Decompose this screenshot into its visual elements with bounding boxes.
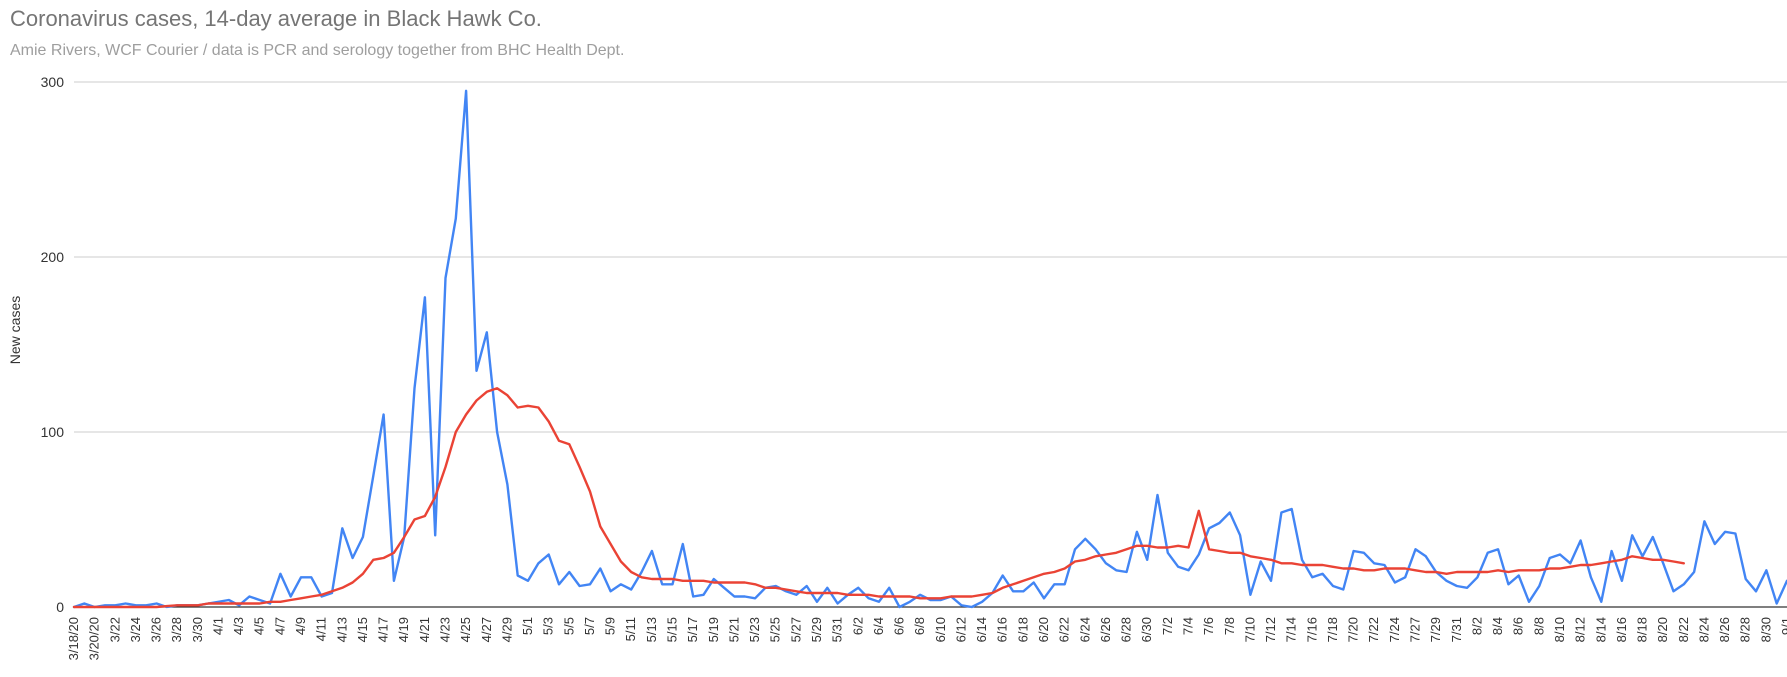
- x-tick-label: 3/24: [128, 617, 143, 642]
- x-tick-label: 6/10: [933, 617, 948, 642]
- x-tick-label: 4/25: [458, 617, 473, 642]
- x-tick-label: 6/4: [871, 617, 886, 635]
- x-tick-label: 6/20: [1036, 617, 1051, 642]
- x-ticks: 3/18/20 3/20/20 3/22 3/24 3/26 3/28 3/30 4/1 4/3…: [66, 617, 1787, 660]
- x-tick-label: 8/2: [1469, 617, 1484, 635]
- x-tick-label: 6/8: [912, 617, 927, 635]
- x-tick-label: 5/1: [520, 617, 535, 635]
- x-tick-label: 8/30: [1758, 617, 1773, 642]
- x-tick-label: 4/19: [396, 617, 411, 642]
- x-tick-label: 5/21: [726, 617, 741, 642]
- y-ticks: 0 100 200 300: [41, 74, 65, 615]
- x-tick-label: 6/22: [1057, 617, 1072, 642]
- chart-title: Coronavirus cases, 14-day average in Bla…: [10, 6, 542, 31]
- x-tick-label: 9/1: [1779, 617, 1787, 635]
- x-tick-label: 8/16: [1614, 617, 1629, 642]
- x-tick-label: 7/27: [1408, 617, 1423, 642]
- x-tick-label: 8/8: [1531, 617, 1546, 635]
- x-tick-label: 5/31: [830, 617, 845, 642]
- x-tick-label: 7/24: [1387, 617, 1402, 642]
- x-tick-label: 5/13: [644, 617, 659, 642]
- series-lines: [72, 89, 1787, 609]
- x-tick-label: 5/15: [665, 617, 680, 642]
- y-tick-label: 200: [41, 249, 65, 265]
- x-tick-label: 7/8: [1222, 617, 1237, 635]
- x-tick-label: 5/19: [706, 617, 721, 642]
- x-tick-label: 6/6: [892, 617, 907, 635]
- x-tick-label: 4/5: [252, 617, 267, 635]
- x-tick-label: 3/28: [169, 617, 184, 642]
- x-tick-label: 4/23: [437, 617, 452, 642]
- x-tick-label: 4/21: [417, 617, 432, 642]
- x-tick-label: 8/14: [1593, 617, 1608, 642]
- x-tick-label: 4/15: [355, 617, 370, 642]
- x-tick-label: 7/4: [1180, 617, 1195, 635]
- x-tick-label: 5/25: [768, 617, 783, 642]
- series-line-new-cases: [72, 89, 1787, 609]
- x-tick-label: 5/7: [582, 617, 597, 635]
- x-tick-label: 7/16: [1304, 617, 1319, 642]
- x-tick-label: 7/18: [1325, 617, 1340, 642]
- y-tick-label: 0: [56, 599, 64, 615]
- x-tick-label: 3/30: [190, 617, 205, 642]
- x-tick-label: 7/10: [1242, 617, 1257, 642]
- x-tick-label: 5/9: [603, 617, 618, 635]
- x-tick-label: 6/2: [850, 617, 865, 635]
- x-tick-label: 4/29: [499, 617, 514, 642]
- x-tick-label: 5/3: [541, 617, 556, 635]
- gridlines: [74, 81, 1787, 608]
- x-tick-label: 8/22: [1676, 617, 1691, 642]
- x-tick-label: 5/11: [623, 617, 638, 641]
- series-line-14-day-average: [72, 387, 1686, 609]
- x-tick-label: 8/24: [1696, 617, 1711, 642]
- x-tick-label: 8/26: [1717, 617, 1732, 642]
- x-tick-label: 8/18: [1635, 617, 1650, 642]
- x-tick-label: 4/1: [210, 617, 225, 635]
- x-tick-label: 3/26: [149, 617, 164, 642]
- y-tick-label: 100: [41, 424, 65, 440]
- x-tick-label: 6/16: [995, 617, 1010, 642]
- x-tick-label: 3/20/20: [87, 617, 102, 660]
- y-axis-label: New cases: [7, 296, 23, 364]
- x-tick-label: 6/24: [1077, 617, 1092, 642]
- x-tick-label: 4/3: [231, 617, 246, 635]
- x-tick-label: 8/20: [1655, 617, 1670, 642]
- x-tick-label: 4/7: [272, 617, 287, 635]
- x-tick-label: 3/18/20: [66, 617, 81, 660]
- x-tick-label: 5/5: [561, 617, 576, 635]
- y-tick-label: 300: [41, 74, 65, 90]
- x-tick-label: 7/20: [1346, 617, 1361, 642]
- x-tick-label: 4/9: [293, 617, 308, 635]
- x-tick-label: 5/23: [747, 617, 762, 642]
- x-tick-label: 7/14: [1284, 617, 1299, 642]
- x-tick-label: 7/12: [1263, 617, 1278, 642]
- x-tick-label: 5/29: [809, 617, 824, 642]
- x-tick-label: 7/6: [1201, 617, 1216, 635]
- x-tick-label: 4/27: [479, 617, 494, 642]
- x-tick-label: 6/12: [953, 617, 968, 642]
- x-tick-label: 8/10: [1552, 617, 1567, 642]
- x-tick-label: 8/6: [1511, 617, 1526, 635]
- chart-subtitle: Amie Rivers, WCF Courier / data is PCR a…: [10, 42, 625, 59]
- x-tick-label: 6/28: [1119, 617, 1134, 642]
- x-tick-label: 7/29: [1428, 617, 1443, 642]
- x-tick-label: 6/18: [1015, 617, 1030, 642]
- x-tick-label: 4/11: [314, 617, 329, 641]
- x-tick-label: 4/17: [376, 617, 391, 642]
- x-tick-label: 8/4: [1490, 617, 1505, 635]
- x-tick-label: 3/22: [107, 617, 122, 642]
- x-tick-label: 6/14: [974, 617, 989, 642]
- x-tick-label: 6/30: [1139, 617, 1154, 642]
- x-tick-label: 7/31: [1449, 617, 1464, 642]
- x-tick-label: 6/26: [1098, 617, 1113, 642]
- x-tick-label: 7/22: [1366, 617, 1381, 642]
- x-tick-label: 5/27: [788, 617, 803, 642]
- x-tick-label: 8/12: [1573, 617, 1588, 642]
- x-tick-label: 7/2: [1160, 617, 1175, 635]
- x-tick-label: 4/13: [334, 617, 349, 642]
- x-tick-label: 8/28: [1738, 617, 1753, 642]
- x-tick-label: 5/17: [685, 617, 700, 642]
